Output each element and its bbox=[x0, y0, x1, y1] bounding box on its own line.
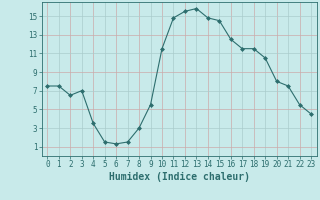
X-axis label: Humidex (Indice chaleur): Humidex (Indice chaleur) bbox=[109, 172, 250, 182]
